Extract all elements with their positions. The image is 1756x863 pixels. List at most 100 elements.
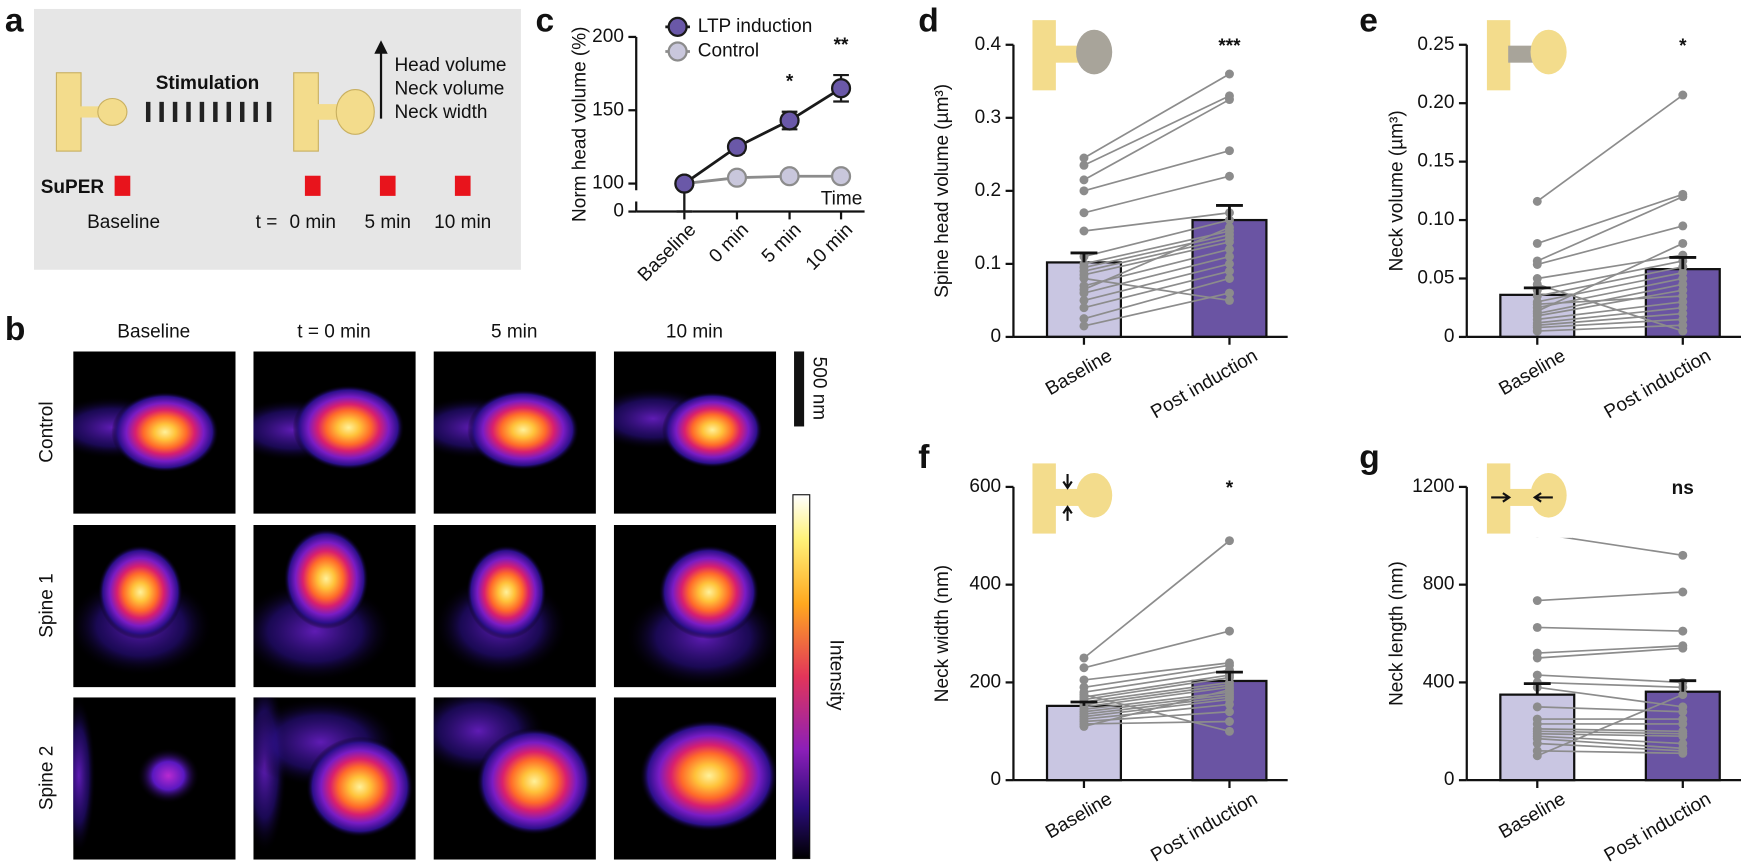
- pair-line: [1083, 630, 1230, 669]
- dendrite: [1486, 20, 1511, 91]
- y-tick-label: 200: [969, 671, 1001, 692]
- pair-line: [1083, 233, 1230, 269]
- error-bar: [1669, 679, 1697, 692]
- spine-head: [1076, 472, 1113, 518]
- intensity-blob: [658, 545, 760, 640]
- data-point: [1079, 303, 1089, 313]
- panel-label: c: [535, 2, 554, 39]
- pair-line: [1537, 324, 1683, 332]
- pair-line: [1537, 674, 1683, 684]
- legend-marker: [667, 41, 688, 62]
- pair-line: [1083, 664, 1230, 689]
- spine-neck: [79, 106, 103, 118]
- data-point: [1079, 690, 1089, 700]
- spine-drawing: [55, 72, 128, 152]
- error-bar: [1216, 670, 1243, 681]
- dendrite: [1032, 463, 1056, 534]
- column-label: Baseline: [117, 321, 190, 342]
- data-point: [1224, 274, 1234, 283]
- x-tick-label: 10 min: [802, 219, 857, 274]
- data-point: [1079, 226, 1089, 236]
- error-bar: [1070, 251, 1098, 263]
- pair-line: [1537, 301, 1683, 321]
- data-point: [1532, 739, 1542, 748]
- x-axis-label: Time: [821, 188, 863, 209]
- error-bar: [1669, 256, 1697, 270]
- significance: **: [834, 35, 849, 56]
- pair-line: [1537, 295, 1683, 306]
- pair-line: [1083, 688, 1230, 728]
- pair-line: [1083, 175, 1230, 214]
- time-label: Baseline: [87, 212, 160, 233]
- data-point: [1532, 238, 1542, 248]
- data-point: [1224, 95, 1234, 105]
- pair-line: [1083, 669, 1230, 694]
- pair-line: [1537, 728, 1683, 733]
- data-point: [1079, 663, 1089, 673]
- x-tick-label: 0 min: [705, 219, 753, 267]
- data-point: [1224, 244, 1234, 254]
- dendrite: [1486, 463, 1511, 534]
- pair-line: [1083, 686, 1230, 708]
- pair-line: [1083, 263, 1230, 302]
- pair-line: [1537, 626, 1683, 632]
- data-point: [1079, 153, 1089, 163]
- heatmap: [73, 524, 236, 688]
- column-label: t = 0 min: [297, 321, 370, 342]
- effect-label: Head volume: [394, 55, 506, 76]
- column-label: 5 min: [491, 321, 538, 342]
- pair-line: [1537, 681, 1683, 689]
- x-tick-label: Post induction: [1147, 345, 1261, 423]
- spine-neck: [1508, 45, 1536, 63]
- data-point: [1224, 726, 1234, 736]
- intensity-blob: [73, 697, 96, 855]
- data-point: [1224, 295, 1234, 305]
- pair-line: [1537, 591, 1683, 602]
- spine-drawing: [293, 72, 375, 152]
- heatmap: [613, 351, 777, 514]
- data-point: [1079, 653, 1089, 663]
- y-tick-label: 0.2: [975, 180, 1001, 201]
- series-line: [684, 174, 842, 185]
- data-point: [1079, 175, 1089, 185]
- pair-line: [1537, 750, 1683, 755]
- error-bar: [1216, 204, 1243, 221]
- intensity-blob: [476, 727, 593, 836]
- pair-line: [1083, 277, 1230, 302]
- y-tick-label: 400: [969, 574, 1001, 595]
- y-tick-label: 0.05: [1417, 268, 1454, 289]
- pair-line: [1083, 292, 1230, 327]
- pair-line: [1537, 283, 1684, 332]
- spine-head: [1530, 29, 1567, 75]
- y-tick-label: 150: [592, 99, 624, 120]
- data-point: [1678, 192, 1688, 202]
- data-point: [1079, 295, 1089, 305]
- pair-line: [1537, 735, 1683, 745]
- data-point: [1079, 266, 1089, 276]
- data-point: [1532, 702, 1542, 712]
- pair-line: [1536, 693, 1684, 757]
- y-tick-label: 0.20: [1417, 92, 1454, 113]
- data-point: [1224, 171, 1234, 181]
- data-point: [1532, 326, 1542, 336]
- data-point: [1532, 259, 1542, 269]
- pair-line: [1083, 95, 1230, 167]
- x-tick-label: Baseline: [1042, 345, 1116, 400]
- x-tick-label: Post induction: [1601, 789, 1715, 863]
- heatmap: [73, 351, 236, 514]
- x-tick-label: Baseline: [634, 219, 700, 285]
- pair-line: [1083, 696, 1230, 716]
- spine-neck: [1053, 488, 1082, 506]
- data-point: [1224, 626, 1234, 636]
- intensity-blob: [467, 389, 580, 471]
- panel-label: a: [5, 2, 24, 39]
- x-tick-label: 5 min: [758, 219, 806, 267]
- x-tick-label: Post induction: [1601, 345, 1715, 423]
- data-point: [1224, 707, 1234, 717]
- x-tick-label: Baseline: [1495, 345, 1569, 400]
- data-point: [674, 173, 695, 194]
- imaging-marker: [379, 175, 396, 196]
- legend-label: Control: [698, 41, 759, 62]
- data-point: [779, 166, 800, 187]
- heatmap: [73, 697, 236, 860]
